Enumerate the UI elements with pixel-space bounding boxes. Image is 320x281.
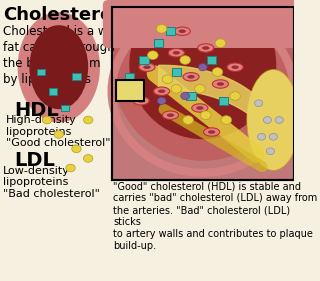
Ellipse shape [196, 106, 204, 110]
Circle shape [266, 148, 275, 155]
Ellipse shape [183, 72, 199, 81]
FancyBboxPatch shape [112, 7, 294, 180]
Ellipse shape [187, 75, 195, 79]
Circle shape [157, 97, 166, 105]
Ellipse shape [179, 30, 186, 33]
Ellipse shape [129, 0, 276, 139]
Ellipse shape [139, 63, 155, 71]
Bar [116, 80, 144, 101]
Circle shape [156, 24, 167, 33]
Text: LDL: LDL [15, 151, 56, 170]
Circle shape [72, 145, 81, 153]
Circle shape [198, 64, 207, 71]
Ellipse shape [18, 12, 100, 123]
Bar [112, 7, 294, 180]
Circle shape [54, 131, 63, 138]
Circle shape [215, 39, 226, 47]
Ellipse shape [173, 51, 180, 55]
FancyArrowPatch shape [155, 74, 256, 154]
Ellipse shape [29, 25, 88, 109]
Circle shape [275, 117, 283, 123]
Circle shape [42, 116, 52, 124]
Ellipse shape [154, 87, 170, 96]
Text: High-density
lipoproteins
"Good cholesterol": High-density lipoproteins "Good choleste… [6, 115, 110, 148]
Circle shape [263, 117, 272, 123]
Circle shape [254, 100, 263, 106]
Circle shape [230, 92, 240, 100]
Ellipse shape [204, 128, 220, 136]
Circle shape [66, 164, 75, 172]
Text: Low-density
lipoproteins
"Bad cholesterol": Low-density lipoproteins "Bad cholestero… [3, 166, 100, 199]
Circle shape [84, 155, 93, 162]
Ellipse shape [143, 65, 151, 69]
Ellipse shape [198, 44, 214, 52]
Ellipse shape [168, 49, 184, 57]
Ellipse shape [133, 97, 149, 105]
Ellipse shape [202, 46, 209, 50]
Circle shape [212, 68, 223, 76]
Circle shape [180, 56, 190, 64]
Ellipse shape [227, 63, 243, 71]
Circle shape [195, 85, 205, 93]
Ellipse shape [158, 89, 165, 93]
Circle shape [269, 133, 277, 140]
Ellipse shape [162, 111, 179, 119]
Text: HDL: HDL [15, 101, 60, 120]
Circle shape [148, 51, 158, 60]
Ellipse shape [247, 70, 300, 170]
Ellipse shape [167, 114, 174, 117]
Text: "Good" cholesterol (HDL) is stable and
carries "bad" cholesterol (LDL) away from: "Good" cholesterol (HDL) is stable and c… [113, 181, 317, 251]
Ellipse shape [231, 65, 239, 69]
FancyArrowPatch shape [164, 109, 262, 167]
Ellipse shape [192, 104, 208, 112]
Circle shape [171, 85, 182, 93]
Ellipse shape [217, 82, 224, 86]
FancyBboxPatch shape [103, 0, 300, 48]
Ellipse shape [208, 130, 215, 134]
Text: Cholesterol is a waxy
fat carried through
the bloodstream
by lipoproteins: Cholesterol is a waxy fat carried throug… [3, 25, 129, 86]
Circle shape [84, 116, 93, 124]
Circle shape [162, 75, 173, 83]
Ellipse shape [174, 27, 190, 35]
Circle shape [221, 116, 232, 124]
Circle shape [183, 116, 193, 124]
Ellipse shape [137, 99, 145, 103]
Ellipse shape [112, 0, 294, 161]
Circle shape [181, 92, 189, 99]
Circle shape [258, 133, 266, 140]
Ellipse shape [212, 80, 228, 88]
Text: Cholesterol: Cholesterol [3, 6, 118, 24]
Circle shape [200, 111, 211, 119]
